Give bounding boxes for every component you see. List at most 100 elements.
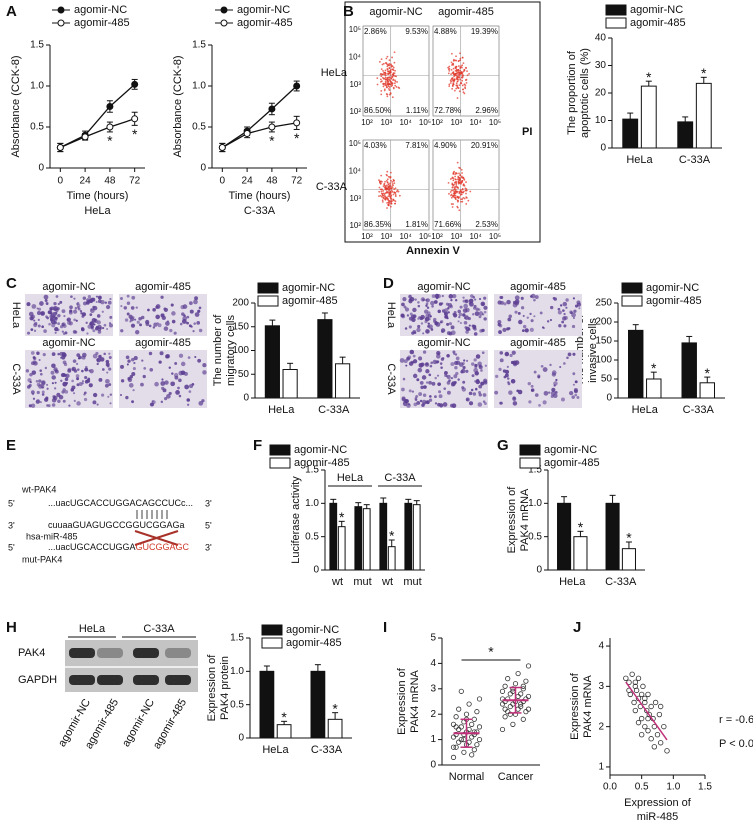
cell <box>148 324 152 328</box>
event-dot <box>382 70 384 72</box>
cell <box>145 319 150 325</box>
event-dot <box>465 78 468 81</box>
cell <box>459 305 463 309</box>
event-dot <box>383 186 386 189</box>
event-dot <box>456 205 459 208</box>
cell <box>186 315 190 319</box>
event-dot <box>385 57 388 60</box>
sequence-segment: ...uacUGCACCUGGA <box>48 542 136 552</box>
cell <box>133 361 136 365</box>
data-point <box>56 144 64 151</box>
significance: * <box>107 133 113 149</box>
cell <box>132 316 135 319</box>
column-label: agomir-485 <box>135 337 191 349</box>
cell <box>61 330 64 333</box>
event-dot <box>465 67 468 69</box>
event-dot <box>385 196 388 199</box>
cell <box>38 358 41 362</box>
cell <box>542 400 547 405</box>
cell <box>550 394 554 398</box>
band <box>165 675 191 685</box>
event-dot <box>469 190 472 193</box>
cell <box>524 328 529 333</box>
chart-subtitle: C-33A <box>244 205 276 217</box>
cell <box>463 303 468 309</box>
event-dot <box>381 192 384 195</box>
cell <box>438 394 443 399</box>
cell <box>502 327 507 332</box>
event-dot <box>388 200 390 202</box>
cell <box>157 323 162 328</box>
cell <box>484 364 487 367</box>
sequence: cuuaaGUAGUGCCGGUCGGAGa <box>48 520 185 530</box>
cell <box>462 299 466 303</box>
cell <box>53 307 57 312</box>
cell <box>36 311 42 316</box>
y-axis-label: PAK4 mRNA <box>409 669 421 732</box>
event-dot <box>452 67 455 70</box>
cell <box>198 306 202 310</box>
cell <box>76 401 81 406</box>
event-dot <box>466 74 469 77</box>
event-dot <box>389 205 392 208</box>
cell <box>438 390 442 394</box>
cell <box>67 367 72 372</box>
quadrant-label: 2.86% <box>364 27 387 36</box>
column-label: agomir-NC <box>417 281 470 293</box>
cell <box>75 319 78 322</box>
event-dot <box>450 52 453 55</box>
cell <box>84 375 88 380</box>
legend-swatch <box>519 444 541 456</box>
event-dot <box>461 64 464 67</box>
cell <box>40 312 44 315</box>
cell <box>100 300 105 305</box>
cell <box>563 324 567 328</box>
cell <box>70 388 75 392</box>
event-dot <box>389 196 392 199</box>
data-point <box>631 699 637 706</box>
cell <box>156 322 159 325</box>
cell <box>101 393 105 397</box>
series-line <box>60 118 135 149</box>
event-dot <box>391 181 394 183</box>
event-dot <box>389 185 391 188</box>
data-point <box>656 711 663 718</box>
data-point <box>502 706 508 712</box>
cell <box>551 387 556 392</box>
data-point <box>525 706 532 712</box>
cell <box>578 307 581 310</box>
x-tick-label: 48 <box>266 176 278 187</box>
event-dot <box>394 193 397 196</box>
event-dot <box>447 68 450 71</box>
data-point <box>651 744 658 750</box>
event-dot <box>462 88 465 91</box>
significance: * <box>339 509 345 525</box>
cell <box>478 315 482 319</box>
event-dot <box>394 195 397 198</box>
event-dot <box>397 86 400 89</box>
cell <box>51 323 56 328</box>
row-label: HeLa <box>385 302 397 329</box>
event-dot <box>393 82 396 85</box>
cell <box>530 384 534 388</box>
event-dot <box>380 75 383 78</box>
panel-label: J <box>573 619 581 636</box>
event-dot <box>463 184 466 187</box>
data-point <box>81 133 89 141</box>
bar <box>276 724 292 739</box>
cell <box>437 402 441 407</box>
cell <box>514 295 520 301</box>
cell <box>89 322 94 327</box>
legend-label: agomir-485 <box>237 17 293 29</box>
cell <box>440 320 444 324</box>
x-tick-label: 10² <box>361 118 373 127</box>
cell <box>173 372 179 378</box>
y-tick-label: 1.0 <box>528 498 542 509</box>
event-dot <box>459 78 462 81</box>
cell <box>54 326 59 332</box>
event-dot <box>381 63 384 66</box>
event-dot <box>457 73 459 76</box>
cell <box>468 302 472 305</box>
event-dot <box>463 197 466 200</box>
event-dot <box>460 193 463 196</box>
